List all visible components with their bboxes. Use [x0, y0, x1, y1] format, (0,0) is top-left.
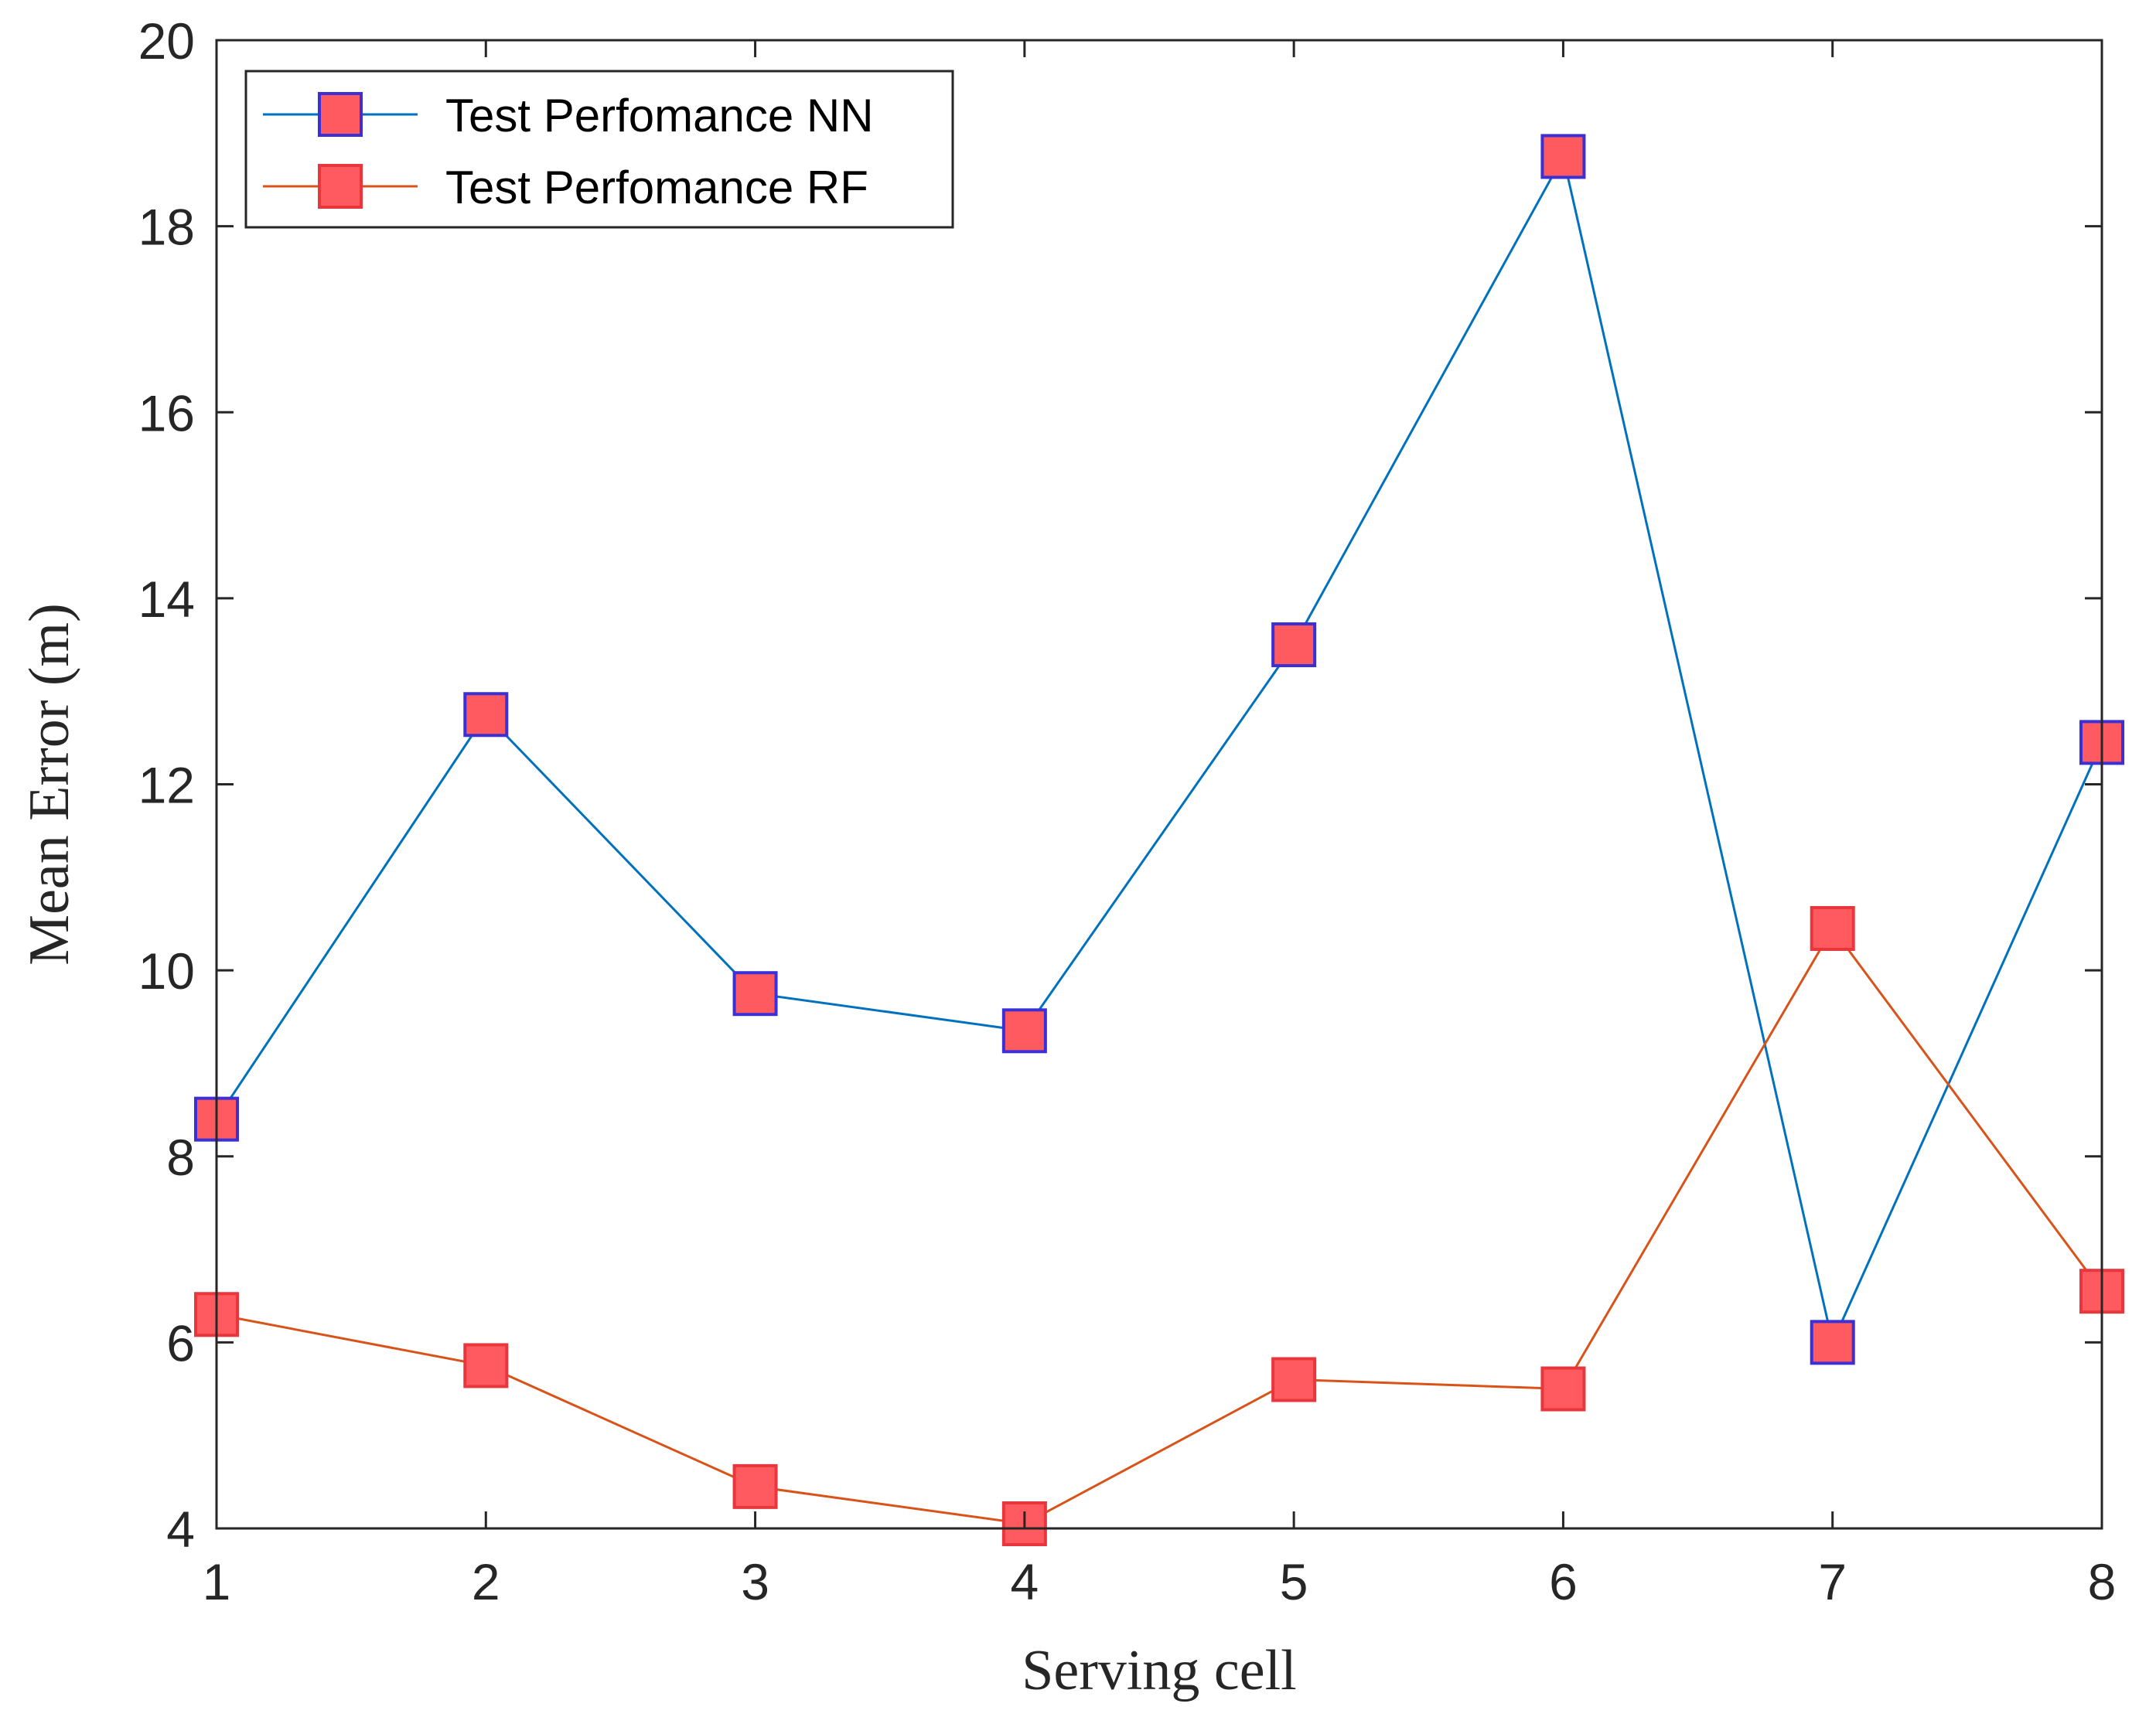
x-tick-label: 7: [1818, 1553, 1847, 1610]
x-tick-label: 3: [741, 1553, 769, 1610]
x-axis-title: Serving cell: [1022, 1639, 1297, 1702]
data-point: [732, 1463, 778, 1509]
y-tick-label: 8: [166, 1129, 195, 1186]
x-tick-label: 8: [2088, 1553, 2117, 1610]
y-tick-label: 16: [138, 384, 195, 441]
data-point: [1810, 905, 1855, 951]
y-tick-label: 12: [138, 757, 195, 814]
y-tick-label: 20: [138, 12, 195, 70]
y-axis-title: Mean Error (m): [18, 603, 81, 965]
data-point: [1540, 134, 1586, 179]
legend-item: Test Perfomance NN: [263, 90, 874, 141]
y-tick-label: 6: [166, 1314, 195, 1371]
data-point: [1810, 1320, 1855, 1365]
y-tick-label: 4: [166, 1501, 195, 1558]
legend-label: Test Perfomance NN: [445, 90, 874, 141]
data-point: [1001, 1008, 1047, 1054]
x-tick-label: 5: [1280, 1553, 1308, 1610]
legend: Test Perfomance NN Test Perfomance RF: [244, 70, 954, 229]
data-point: [732, 971, 778, 1017]
y-tick-label: 18: [138, 199, 195, 256]
data-point: [463, 692, 509, 738]
legend-marker: [318, 92, 363, 137]
data-point: [1540, 1366, 1586, 1412]
legend-box: [244, 70, 954, 229]
legend-label: Test Perfomance RF: [445, 162, 868, 213]
x-tick-label: 2: [472, 1553, 500, 1610]
data-point: [1271, 1357, 1317, 1402]
y-tick-label: 14: [138, 571, 195, 628]
series-line: [215, 153, 2103, 1347]
legend-item: Test Perfomance RF: [263, 162, 868, 213]
y-tick-label: 10: [138, 942, 195, 1000]
data-point: [1271, 622, 1317, 668]
data-point: [463, 1343, 509, 1388]
series-line: [216, 926, 2103, 1525]
x-tick-label: 6: [1549, 1553, 1578, 1610]
legend-marker: [318, 164, 363, 209]
x-tick-label: 1: [203, 1553, 231, 1610]
x-tick-label: 4: [1010, 1553, 1039, 1610]
